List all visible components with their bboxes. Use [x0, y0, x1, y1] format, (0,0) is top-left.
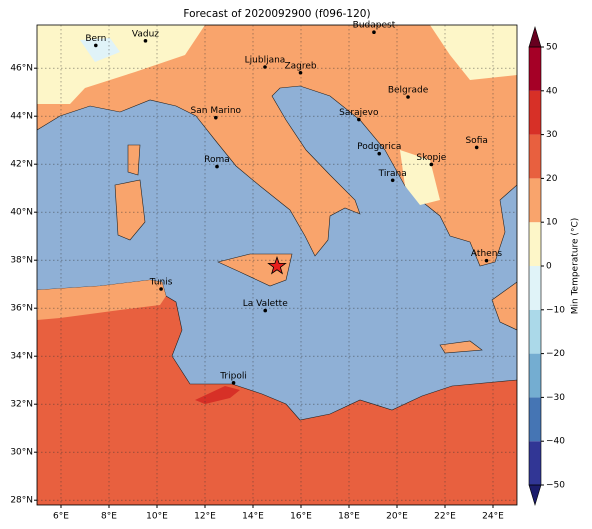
land-cool-alps — [37, 25, 205, 104]
colorbar-bin — [529, 90, 541, 135]
city-dot — [357, 117, 361, 122]
city-dot — [390, 178, 395, 183]
colorbar-bin — [529, 441, 541, 485]
colorbar-over — [528, 25, 542, 48]
y-tick-label: 46°N — [10, 64, 33, 74]
city-dot — [94, 43, 98, 48]
colorbar-bin — [529, 47, 541, 91]
y-tick-label: 34°N — [10, 352, 33, 362]
colorbar-tick-label: −50 — [546, 481, 565, 491]
city-dot — [215, 164, 219, 169]
x-tick-label: 22°E — [434, 512, 456, 522]
colorbar-tick-label: 10 — [546, 218, 558, 228]
x-tick-label: 10°E — [146, 512, 168, 522]
city-dot — [298, 70, 303, 75]
land-crete — [439, 340, 483, 354]
x-tick-label: 18°E — [338, 512, 360, 522]
city-dot — [372, 30, 376, 34]
land-sicily — [217, 253, 293, 287]
city-dot — [377, 151, 382, 156]
colorbar-bin — [529, 309, 541, 354]
colorbar-bin — [529, 178, 541, 223]
city-dot — [406, 95, 410, 99]
colorbar-tick-label: 40 — [546, 86, 558, 96]
city-dot — [429, 162, 434, 167]
y-tick-label: 40°N — [10, 208, 33, 218]
colorbar-bin — [529, 397, 541, 442]
city-dot — [159, 287, 163, 291]
city-dot — [231, 381, 236, 385]
land-warm-band — [37, 280, 166, 320]
land-hot-patch — [195, 386, 240, 404]
map-area — [37, 25, 517, 505]
land-cold-patch — [80, 38, 120, 62]
city-label: Athens — [471, 249, 502, 259]
city-label: Skopje — [416, 153, 446, 163]
city-label: Sarajevo — [339, 108, 379, 118]
city-label: Sofia — [465, 136, 487, 146]
city-dot — [214, 115, 218, 120]
city-dot — [263, 65, 267, 69]
colorbar-label: Min Temperature (°C) — [571, 218, 581, 315]
city-dot — [143, 39, 148, 43]
y-tick-label: 44°N — [10, 112, 33, 122]
x-tick-label: 8°E — [101, 512, 117, 522]
x-tick-label: 20°E — [386, 512, 408, 522]
x-tick-label: 6°E — [53, 512, 69, 522]
colorbar-tick-label: −40 — [546, 437, 565, 447]
land-sardinia — [114, 179, 146, 241]
plot-frame — [36, 24, 518, 506]
city-label: Bern — [85, 34, 106, 44]
city-label: Podgorica — [357, 142, 401, 152]
colorbar-tick-label: 50 — [546, 43, 558, 53]
city-label: Tunis — [149, 278, 173, 288]
colorbar-bin — [529, 222, 541, 266]
colorbar-tick-label: 20 — [546, 174, 558, 184]
y-tick-label: 36°N — [10, 304, 33, 314]
y-tick-label: 32°N — [10, 400, 33, 410]
city-dot — [474, 145, 479, 150]
colorbar-tick-label: 0 — [546, 262, 552, 272]
title: Forecast of 2020092900 (f096-120) — [183, 8, 370, 20]
location-marker — [267, 255, 287, 275]
city-label: Ljubljana — [245, 56, 286, 66]
x-tick-label: 12°E — [194, 512, 216, 522]
colorbar-tick-label: −30 — [546, 393, 565, 403]
colorbar-tick-label: −10 — [546, 305, 565, 315]
city-label: Belgrade — [388, 86, 429, 96]
city-label: San Marino — [191, 106, 242, 116]
x-tick-label: 24°E — [482, 512, 504, 522]
x-tick-label: 14°E — [242, 512, 264, 522]
colorbar-tick-label: 30 — [546, 130, 558, 140]
colorbar-under — [528, 484, 542, 507]
city-label: Tripoli — [219, 371, 247, 381]
land-turkey — [491, 281, 517, 331]
city-label: La Valette — [243, 299, 288, 309]
y-tick-label: 42°N — [10, 160, 33, 170]
land-cool-east — [430, 25, 517, 80]
y-tick-label: 38°N — [10, 256, 33, 266]
colorbar-bin — [529, 266, 541, 310]
city-dot — [484, 258, 489, 263]
city-label: Budapest — [353, 21, 396, 31]
land-corsica — [127, 144, 141, 176]
y-tick-label: 28°N — [10, 496, 33, 506]
colorbar-bin — [529, 134, 541, 179]
city-label: Zagreb — [284, 61, 316, 71]
city-label: Vaduz — [132, 29, 159, 39]
colorbar-tick-label: −20 — [546, 349, 565, 359]
y-tick-label: 30°N — [10, 448, 33, 458]
colorbar-bin — [529, 353, 541, 398]
city-dot — [263, 308, 268, 313]
city-label: Roma — [204, 155, 230, 165]
city-label: Tirana — [378, 169, 407, 179]
x-tick-label: 16°E — [290, 512, 312, 522]
